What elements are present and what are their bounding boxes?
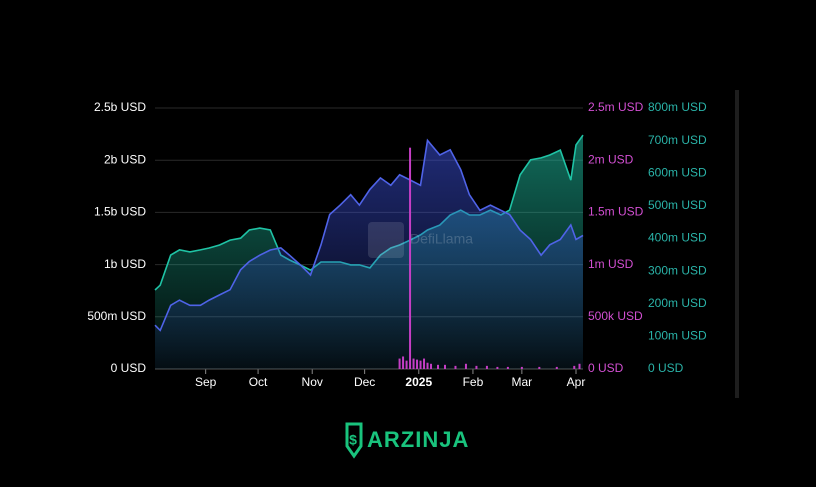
- y2-tick-label: 800m USD: [648, 100, 707, 114]
- bar: [430, 363, 433, 369]
- bar: [555, 366, 558, 369]
- y-tick-label: 2.5b USD: [94, 100, 146, 114]
- y-tick-label: 1b USD: [104, 257, 146, 271]
- y2-tick-label: 100m USD: [648, 329, 707, 343]
- y2-tick-label: 700m USD: [648, 133, 707, 147]
- y3-tick-label: 500k USD: [588, 309, 643, 323]
- x-tick-label: Feb: [463, 375, 484, 389]
- bar: [409, 147, 412, 369]
- x-tick-label: 2025: [405, 375, 432, 389]
- y-tick-label: 1.5b USD: [94, 205, 146, 219]
- y-tick-label: 2b USD: [104, 152, 146, 166]
- y2-tick-label: 600m USD: [648, 165, 707, 179]
- bar: [419, 360, 422, 369]
- x-tick-label: Dec: [354, 375, 375, 389]
- bar: [426, 362, 429, 369]
- watermark-logo: [368, 222, 404, 258]
- bar: [506, 366, 509, 369]
- bar: [496, 366, 499, 369]
- y2-tick-label: 200m USD: [648, 296, 707, 310]
- x-tick-label: Apr: [567, 375, 586, 389]
- bar: [573, 365, 576, 369]
- bar: [416, 359, 419, 369]
- bar: [578, 363, 581, 369]
- x-tick-label: Nov: [302, 375, 323, 389]
- bar: [538, 366, 541, 369]
- y3-tick-label: 1m USD: [588, 257, 634, 271]
- brand-icon-letter: $: [349, 432, 357, 448]
- bar: [412, 358, 415, 369]
- bar: [402, 356, 405, 369]
- x-tick-label: Mar: [512, 375, 533, 389]
- y2-tick-label: 500m USD: [648, 198, 707, 212]
- plot: [154, 107, 584, 374]
- bar: [437, 364, 440, 369]
- bar: [464, 363, 467, 369]
- y3-tick-label: 2m USD: [588, 152, 634, 166]
- y-tick-label: 500m USD: [87, 309, 146, 323]
- bar: [423, 358, 426, 369]
- bar: [485, 365, 488, 369]
- x-tick-label: Sep: [195, 375, 217, 389]
- y2-tick-label: 300m USD: [648, 263, 707, 277]
- y3-tick-label: 1.5m USD: [588, 205, 644, 219]
- watermark: DefiLlama: [410, 231, 473, 247]
- line: [154, 138, 584, 332]
- y2-tick-label: 0 USD: [648, 361, 684, 375]
- area-fill: [155, 140, 583, 369]
- y2-tick-label: 400m USD: [648, 231, 707, 245]
- brand: ARZINJA: [367, 427, 469, 452]
- x-tick-label: Oct: [249, 375, 268, 389]
- y-tick-label: 0 USD: [111, 361, 147, 375]
- y3-tick-label: 2.5m USD: [588, 100, 644, 114]
- bar: [454, 365, 457, 369]
- y3-tick-label: 0 USD: [588, 361, 624, 375]
- brand-icon: [345, 422, 363, 459]
- bar: [443, 364, 446, 369]
- bar: [475, 365, 478, 369]
- bar: [405, 360, 408, 369]
- bar: [520, 366, 523, 369]
- bar: [398, 358, 401, 369]
